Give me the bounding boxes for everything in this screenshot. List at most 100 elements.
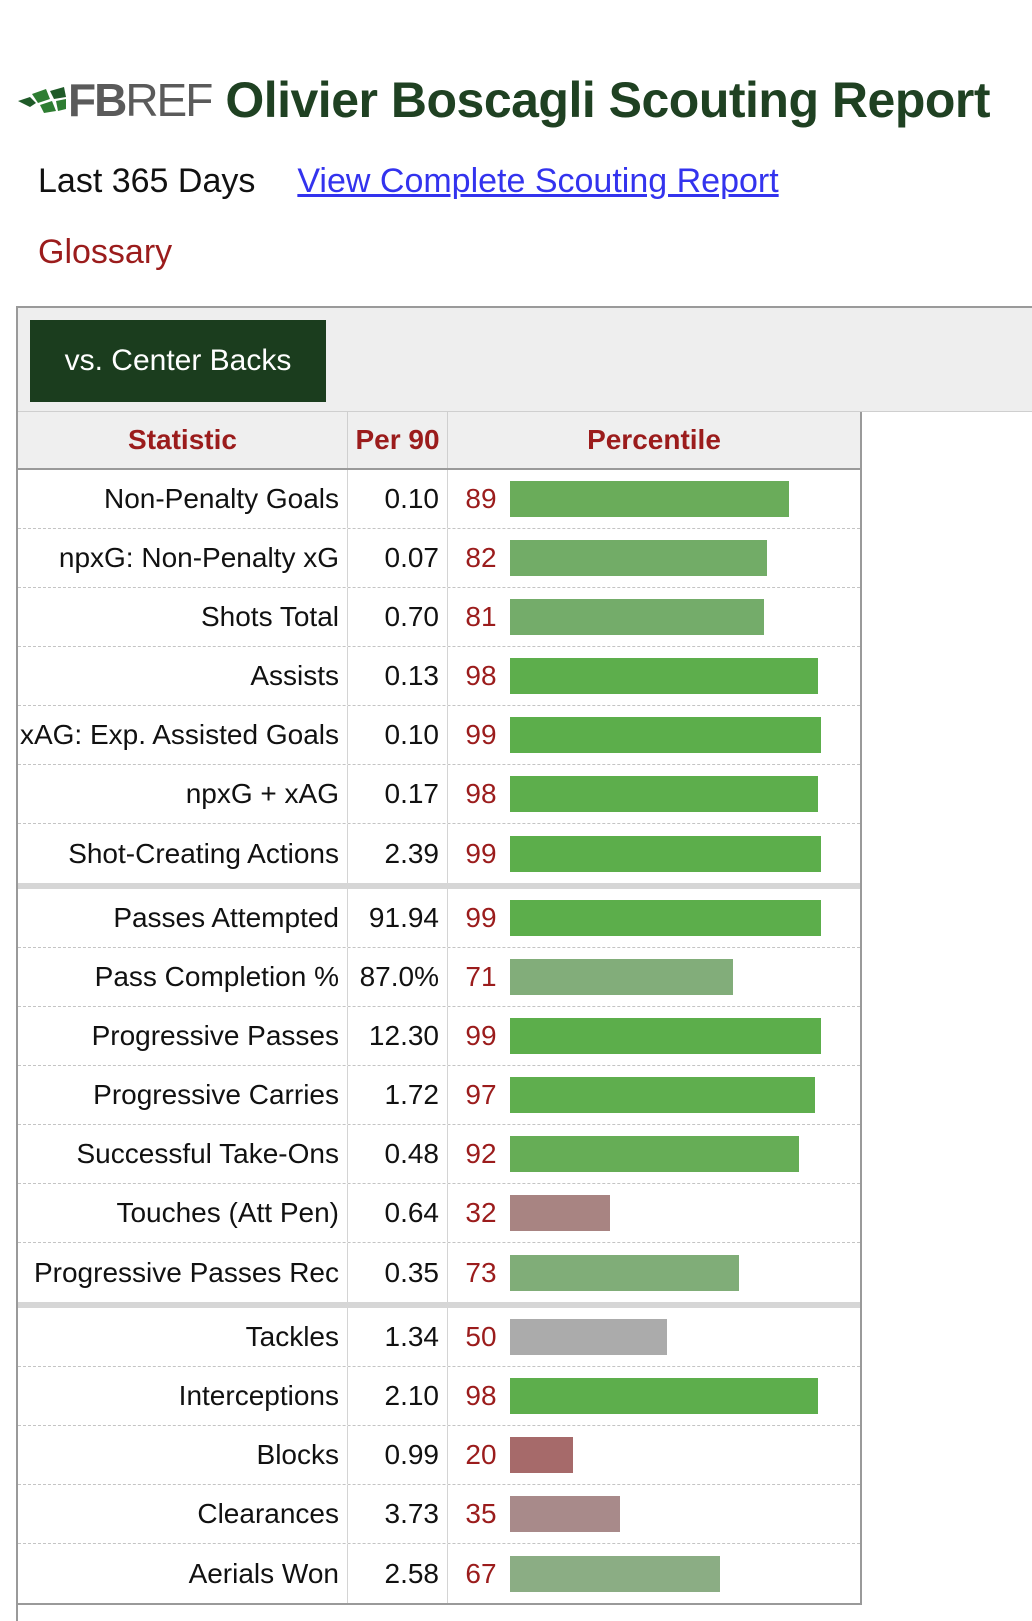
glossary-link[interactable]: Glossary — [38, 233, 173, 271]
per90-value: 3.73 — [384, 1498, 440, 1529]
logo-text-thin: REF — [125, 74, 213, 126]
percentile-value: 32 — [465, 1197, 497, 1228]
stat-name-cell: Progressive Carries — [18, 1066, 348, 1124]
table-row: Progressive Passes 12.30 99 — [18, 1007, 860, 1066]
percentile-bar-track — [510, 1136, 824, 1172]
table-row: Progressive Passes Rec 0.35 73 — [18, 1243, 860, 1302]
per90-value: 0.35 — [384, 1256, 440, 1288]
stat-name: Assists — [250, 660, 339, 691]
table-row: Aerials Won 2.58 67 — [18, 1544, 860, 1603]
per90-cell: 2.10 — [348, 1367, 448, 1425]
per90-value: 0.64 — [384, 1197, 440, 1228]
percentile-cell: 98 — [448, 1367, 860, 1425]
percentile-bar-track — [510, 835, 824, 872]
per90-value: 0.07 — [384, 542, 440, 573]
percentile-bar — [510, 599, 765, 635]
percentile-value: 98 — [465, 1380, 497, 1411]
table-row: Non-Penalty Goals 0.10 89 — [18, 470, 860, 529]
percentile-bar-track — [510, 1195, 824, 1231]
per90-value: 1.34 — [384, 1321, 440, 1352]
percentile-bar — [510, 717, 821, 753]
per90-value: 0.10 — [384, 483, 440, 514]
table-row: npxG + xAG 0.17 98 — [18, 765, 860, 824]
percentile-bar — [510, 540, 768, 576]
per90-cell: 0.35 — [348, 1243, 448, 1302]
table-row: Shot-Creating Actions 2.39 99 — [18, 824, 860, 883]
per90-cell: 1.34 — [348, 1308, 448, 1366]
percentile-value: 35 — [465, 1498, 497, 1529]
table-body: Non-Penalty Goals 0.10 89 npxG: Non-Penalty… — [18, 470, 860, 1603]
percentile-cell: 98 — [448, 765, 860, 823]
percentile-bar-track — [510, 1437, 824, 1473]
percentile-value: 97 — [465, 1079, 497, 1110]
percentile-bar-track — [510, 900, 824, 936]
scouting-panel: vs. Center Backs Statistic Per 90 Percen… — [16, 306, 1032, 1621]
percentile-value: 99 — [465, 902, 497, 933]
table-row: Assists 0.13 98 — [18, 647, 860, 706]
column-header-statistic[interactable]: Statistic — [18, 412, 348, 468]
percentile-bar — [510, 776, 818, 812]
stat-name: npxG + xAG — [185, 778, 339, 809]
per90-cell: 2.39 — [348, 824, 448, 883]
stat-name: Progressive Passes Rec — [33, 1256, 339, 1288]
table-row: xAG: Exp. Assisted Goals 0.10 99 — [18, 706, 860, 765]
stat-name: Interceptions — [178, 1380, 339, 1411]
percentile-bar — [510, 658, 818, 694]
table-row: Tackles 1.34 50 — [18, 1308, 860, 1367]
percentile-bar — [510, 1254, 740, 1291]
per90-value: 0.48 — [384, 1138, 440, 1169]
table-row: Clearances 3.73 35 — [18, 1485, 860, 1544]
percentile-bar-track — [510, 776, 824, 812]
percentile-bar — [510, 1136, 799, 1172]
table-row: Pass Completion % 87.0% 71 — [18, 948, 860, 1007]
percentile-value: 20 — [465, 1439, 497, 1470]
percentile-value: 99 — [465, 837, 497, 869]
percentile-cell: 81 — [448, 588, 860, 646]
complete-report-link[interactable]: View Complete Scouting Report — [297, 162, 779, 200]
stat-name-cell: Progressive Passes Rec — [18, 1243, 348, 1302]
percentile-cell: 82 — [448, 529, 860, 587]
percentile-bar-track — [510, 481, 824, 517]
fbref-logo[interactable]: FBREF — [16, 74, 213, 126]
tab-vs-center-backs[interactable]: vs. Center Backs — [30, 320, 326, 402]
table-row: Shots Total 0.70 81 — [18, 588, 860, 647]
percentile-cell: 89 — [448, 470, 860, 528]
stat-name: Shots Total — [200, 601, 339, 632]
per90-value: 91.94 — [368, 902, 439, 933]
logo-text: FBREF — [68, 74, 213, 126]
stat-name-cell: Blocks — [18, 1426, 348, 1484]
stat-name-cell: Passes Attempted — [18, 889, 348, 947]
percentile-bar-track — [510, 599, 824, 635]
fbref-leaf-icon — [18, 87, 66, 113]
per90-cell: 0.48 — [348, 1125, 448, 1183]
per90-value: 2.58 — [384, 1557, 440, 1589]
period-label: Last 365 Days — [38, 162, 256, 200]
stat-group: Tackles 1.34 50 Interceptions 2.10 98 Blocks 0.… — [18, 1302, 860, 1603]
stat-name-cell: Interceptions — [18, 1367, 348, 1425]
percentile-bar-track — [510, 1378, 824, 1414]
stat-group: Passes Attempted 91.94 99 Pass Completion %… — [18, 883, 860, 1302]
percentile-bar-track — [510, 1555, 824, 1592]
percentile-bar-track — [510, 658, 824, 694]
per90-cell: 0.07 — [348, 529, 448, 587]
stat-name: Pass Completion % — [94, 961, 339, 992]
percentile-cell: 32 — [448, 1184, 860, 1242]
per90-cell: 0.64 — [348, 1184, 448, 1242]
percentile-bar-track — [510, 540, 824, 576]
per90-value: 87.0% — [359, 961, 439, 992]
column-header-percentile[interactable]: Percentile — [587, 424, 721, 455]
percentile-bar-track — [510, 717, 824, 753]
table-row: Touches (Att Pen) 0.64 32 — [18, 1184, 860, 1243]
stat-name-cell: Touches (Att Pen) — [18, 1184, 348, 1242]
stat-name: Progressive Carries — [93, 1079, 339, 1110]
table-row: Successful Take-Ons 0.48 92 — [18, 1125, 860, 1184]
percentile-bar-track — [510, 959, 824, 995]
column-header-per90[interactable]: Per 90 — [348, 412, 448, 468]
per90-value: 0.10 — [384, 719, 440, 750]
percentile-bar-track — [510, 1254, 824, 1291]
per90-value: 12.30 — [368, 1020, 439, 1051]
stat-name: xAG: Exp. Assisted Goals — [19, 719, 339, 750]
percentile-value: 92 — [465, 1138, 497, 1169]
percentile-value: 99 — [465, 719, 497, 750]
stat-name: Blocks — [256, 1439, 339, 1470]
